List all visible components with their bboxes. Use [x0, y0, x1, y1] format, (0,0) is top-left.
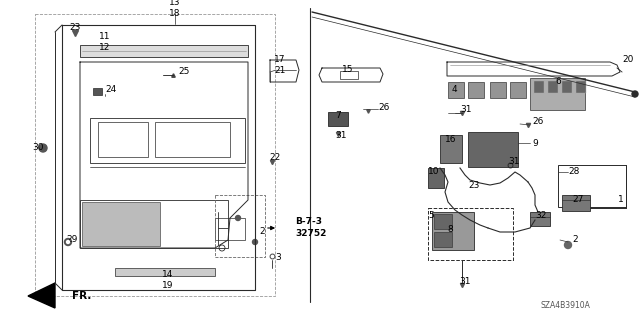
Text: 1: 1 — [618, 196, 624, 204]
Text: 2: 2 — [259, 227, 265, 236]
Bar — [434, 232, 452, 247]
Text: 31: 31 — [460, 106, 472, 115]
Bar — [428, 208, 513, 260]
Text: 22: 22 — [269, 153, 280, 162]
Text: 15: 15 — [342, 65, 354, 75]
Bar — [448, 82, 464, 98]
Text: B-7-3: B-7-3 — [295, 218, 322, 226]
Bar — [155, 122, 230, 157]
Bar — [558, 165, 626, 207]
Text: 14
19: 14 19 — [163, 270, 173, 290]
Text: 23: 23 — [69, 24, 81, 33]
Text: 29: 29 — [67, 235, 77, 244]
Text: 2: 2 — [572, 235, 578, 244]
Bar — [490, 82, 506, 98]
Circle shape — [564, 241, 572, 249]
Text: 28: 28 — [568, 167, 579, 176]
Text: 4: 4 — [452, 85, 458, 94]
Circle shape — [67, 241, 70, 243]
Text: 9: 9 — [532, 138, 538, 147]
Bar — [576, 81, 586, 93]
Text: FR.: FR. — [72, 291, 92, 301]
Text: 27: 27 — [572, 196, 584, 204]
Bar — [530, 78, 585, 110]
Text: 17
21: 17 21 — [275, 55, 285, 75]
Bar — [432, 212, 474, 250]
Bar — [548, 81, 558, 93]
Bar — [90, 118, 245, 163]
Bar — [562, 81, 572, 93]
Text: SZA4B3910A: SZA4B3910A — [540, 300, 590, 309]
Text: 31: 31 — [508, 158, 520, 167]
Circle shape — [632, 91, 638, 97]
Text: 5: 5 — [428, 211, 434, 219]
Bar — [468, 132, 518, 167]
Bar — [510, 82, 526, 98]
Text: 23: 23 — [468, 181, 479, 189]
Bar — [80, 45, 248, 57]
Circle shape — [236, 216, 241, 220]
Bar — [440, 135, 462, 163]
Bar — [534, 81, 544, 93]
Circle shape — [39, 144, 47, 152]
Bar — [340, 71, 358, 79]
Bar — [434, 214, 452, 229]
Text: 20: 20 — [622, 56, 634, 64]
Bar — [428, 168, 444, 188]
Text: 8: 8 — [447, 226, 453, 234]
Text: 11
12: 11 12 — [99, 32, 111, 52]
Text: 26: 26 — [532, 117, 543, 127]
Bar — [115, 268, 215, 276]
Text: 31: 31 — [335, 130, 346, 139]
Text: 7: 7 — [335, 110, 340, 120]
Bar — [80, 200, 228, 248]
Bar — [93, 88, 102, 95]
Text: 10: 10 — [428, 167, 440, 176]
Text: 30: 30 — [32, 144, 44, 152]
Circle shape — [65, 239, 72, 246]
Bar — [215, 195, 265, 257]
Polygon shape — [28, 283, 55, 308]
Bar — [82, 202, 160, 246]
Text: 13
18: 13 18 — [169, 0, 180, 18]
Bar — [328, 112, 348, 126]
Bar — [35, 14, 275, 296]
Bar — [215, 218, 245, 240]
Bar — [530, 212, 550, 226]
Text: 24: 24 — [105, 85, 116, 94]
Bar — [468, 82, 484, 98]
Text: 6: 6 — [555, 78, 561, 86]
Text: 3: 3 — [275, 254, 281, 263]
Text: 32752: 32752 — [295, 228, 326, 238]
Text: 32: 32 — [535, 211, 547, 219]
Bar — [98, 122, 148, 157]
Text: 31: 31 — [460, 278, 471, 286]
Text: 25: 25 — [178, 68, 189, 77]
Text: 16: 16 — [445, 136, 456, 145]
Circle shape — [253, 240, 257, 244]
Text: 26: 26 — [378, 103, 389, 113]
Bar — [562, 195, 590, 211]
